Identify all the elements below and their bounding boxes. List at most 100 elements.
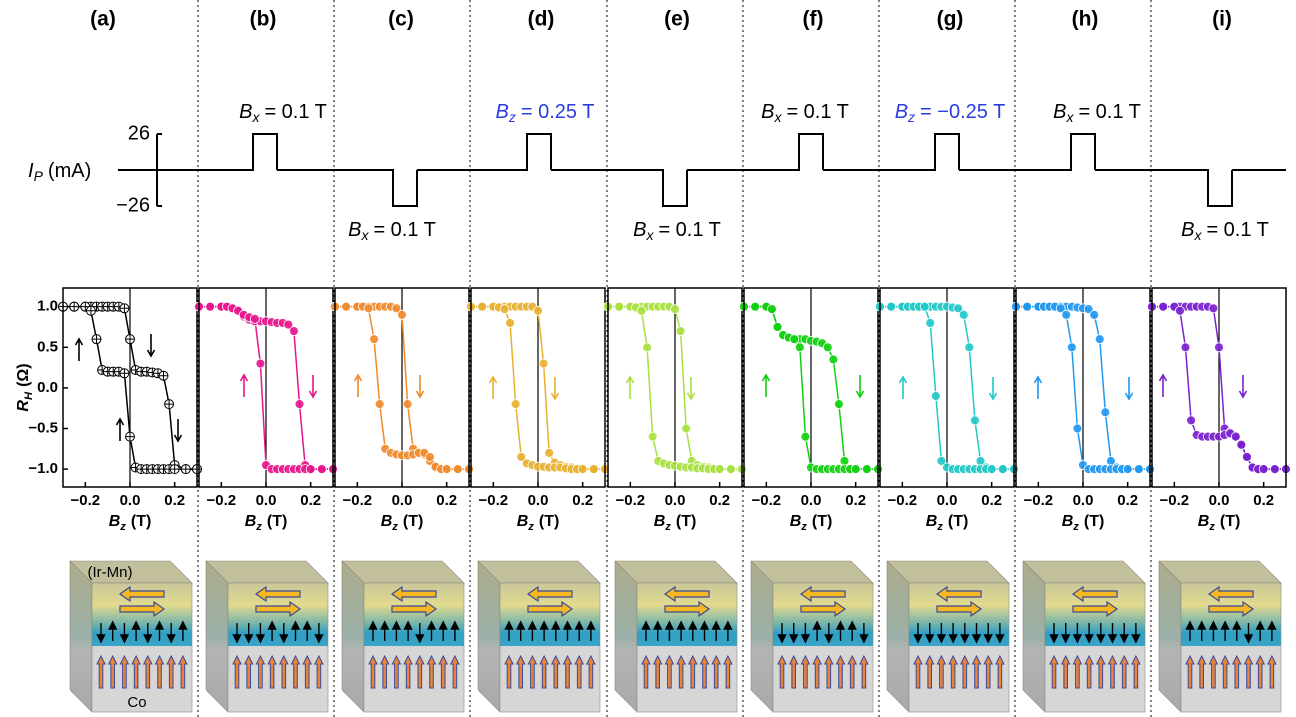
data-point [170, 465, 179, 474]
x-axis-label-text: (T) [267, 513, 287, 530]
co-layer [364, 646, 464, 712]
figure: 26−26IP(mA)(a)(b)Bx= 0.1 T(c)Bx= 0.1 T(d… [0, 0, 1296, 717]
pulse-annotation-subscript: x [251, 109, 260, 125]
data-point [506, 318, 515, 327]
data-point [773, 322, 782, 331]
data-point [615, 302, 624, 311]
data-point [1259, 465, 1268, 474]
current-pulse [1095, 170, 1232, 206]
pulse-annotation-subscript: z [907, 109, 915, 125]
data-point [1090, 310, 1099, 319]
x-axis-label-subscript: z [119, 521, 126, 533]
data-point [442, 465, 451, 474]
pulse-annotation-symbol: B [348, 219, 361, 241]
data-point [578, 465, 587, 474]
current-pulse [277, 170, 417, 206]
data-point [92, 335, 101, 344]
x-tick-label: 0.2 [436, 492, 457, 509]
panel-label: (g) [937, 8, 964, 31]
pulse-annotation-text: = 0.1 T [264, 101, 326, 123]
data-point [1159, 302, 1168, 311]
pulse-annotation: Bx= 0.1 T [633, 219, 721, 242]
x-axis-label-symbol: B [1062, 513, 1074, 530]
panel-label: (i) [1212, 8, 1232, 31]
layer-label: (Ir-Mn) [88, 564, 133, 581]
y-axis-label-symbol: R [15, 400, 32, 412]
pulse-annotation-subscript: x [1193, 227, 1202, 243]
x-tick-label: −0.2 [888, 492, 918, 509]
x-axis-label-subscript: z [800, 521, 807, 533]
x-axis-label-symbol: B [654, 513, 666, 530]
x-axis-label-text: (T) [1220, 513, 1240, 530]
data-point [1231, 432, 1240, 441]
x-tick-label: 0.0 [1209, 492, 1230, 509]
sweep-arrow [117, 419, 124, 441]
y-tick-label: −0.5 [28, 419, 58, 436]
cube-side [751, 561, 773, 712]
data-point [370, 335, 379, 344]
data-point [795, 343, 804, 352]
cube-side [1159, 561, 1181, 712]
data-point [342, 302, 351, 311]
pulse-annotation-text: = 0.1 T [1206, 219, 1268, 241]
pulse-annotation-text: = 0.1 T [373, 219, 435, 241]
pulse-annotation-symbol: B [895, 101, 908, 123]
panel-label: (c) [388, 8, 414, 31]
data-point [965, 343, 974, 352]
x-tick-label: 0.2 [164, 492, 185, 509]
sweep-arrow [310, 375, 317, 397]
current-pulse [687, 134, 823, 170]
co-layer [909, 646, 1009, 712]
data-point [181, 465, 190, 474]
data-point [926, 318, 935, 327]
co-layer [500, 646, 600, 712]
data-point [120, 304, 129, 313]
panel-label: (f) [803, 8, 824, 31]
x-axis-label: Bz(T) [1062, 513, 1105, 533]
layer-schematic [478, 561, 600, 712]
x-tick-label: 0.2 [572, 492, 593, 509]
x-axis-label: Bz(T) [517, 513, 560, 533]
y-tick-label: 1.0 [37, 298, 58, 315]
data-point [375, 400, 384, 409]
cube-side [1023, 561, 1045, 712]
x-tick-label: −0.2 [1160, 492, 1190, 509]
pulse-annotation-symbol: B [239, 101, 252, 123]
data-point [1067, 343, 1076, 352]
pulse-annotation-symbol: B [496, 101, 509, 123]
data-point [726, 465, 735, 474]
data-point [671, 305, 680, 314]
sweep-arrow [355, 375, 362, 397]
pulse-annotation-subscript: z [508, 109, 516, 125]
cube-side [478, 561, 500, 712]
data-point [126, 335, 135, 344]
x-axis-label-text: (T) [676, 513, 696, 530]
x-axis-label: Bz(T) [926, 513, 969, 533]
x-tick-label: 0.0 [1073, 492, 1094, 509]
pulse-annotation-text: = 0.1 T [658, 219, 720, 241]
sweep-arrow [552, 377, 559, 399]
layer-schematic [615, 561, 737, 712]
data-point [317, 465, 326, 474]
data-point [790, 335, 799, 344]
x-axis-label-symbol: B [790, 513, 802, 530]
data-point [120, 369, 129, 378]
data-point [250, 314, 259, 323]
x-tick-label: −0.2 [343, 492, 373, 509]
panel-label: (d) [528, 8, 555, 31]
sweep-arrow [990, 377, 997, 399]
pulse-annotation-subscript: x [1065, 109, 1074, 125]
pulse-annotation-symbol: B [1053, 101, 1066, 123]
layer-schematic [206, 561, 328, 712]
sweep-arrow [857, 375, 864, 397]
data-point [206, 302, 215, 311]
data-point [851, 465, 860, 474]
data-point [676, 327, 685, 336]
x-tick-label: −0.2 [1024, 492, 1054, 509]
y-tick-label: −26 [116, 194, 150, 216]
current-pulse [823, 134, 959, 170]
data-point [1123, 465, 1132, 474]
sweep-arrow [1035, 377, 1042, 399]
data-point [1215, 343, 1224, 352]
data-point [289, 327, 298, 336]
